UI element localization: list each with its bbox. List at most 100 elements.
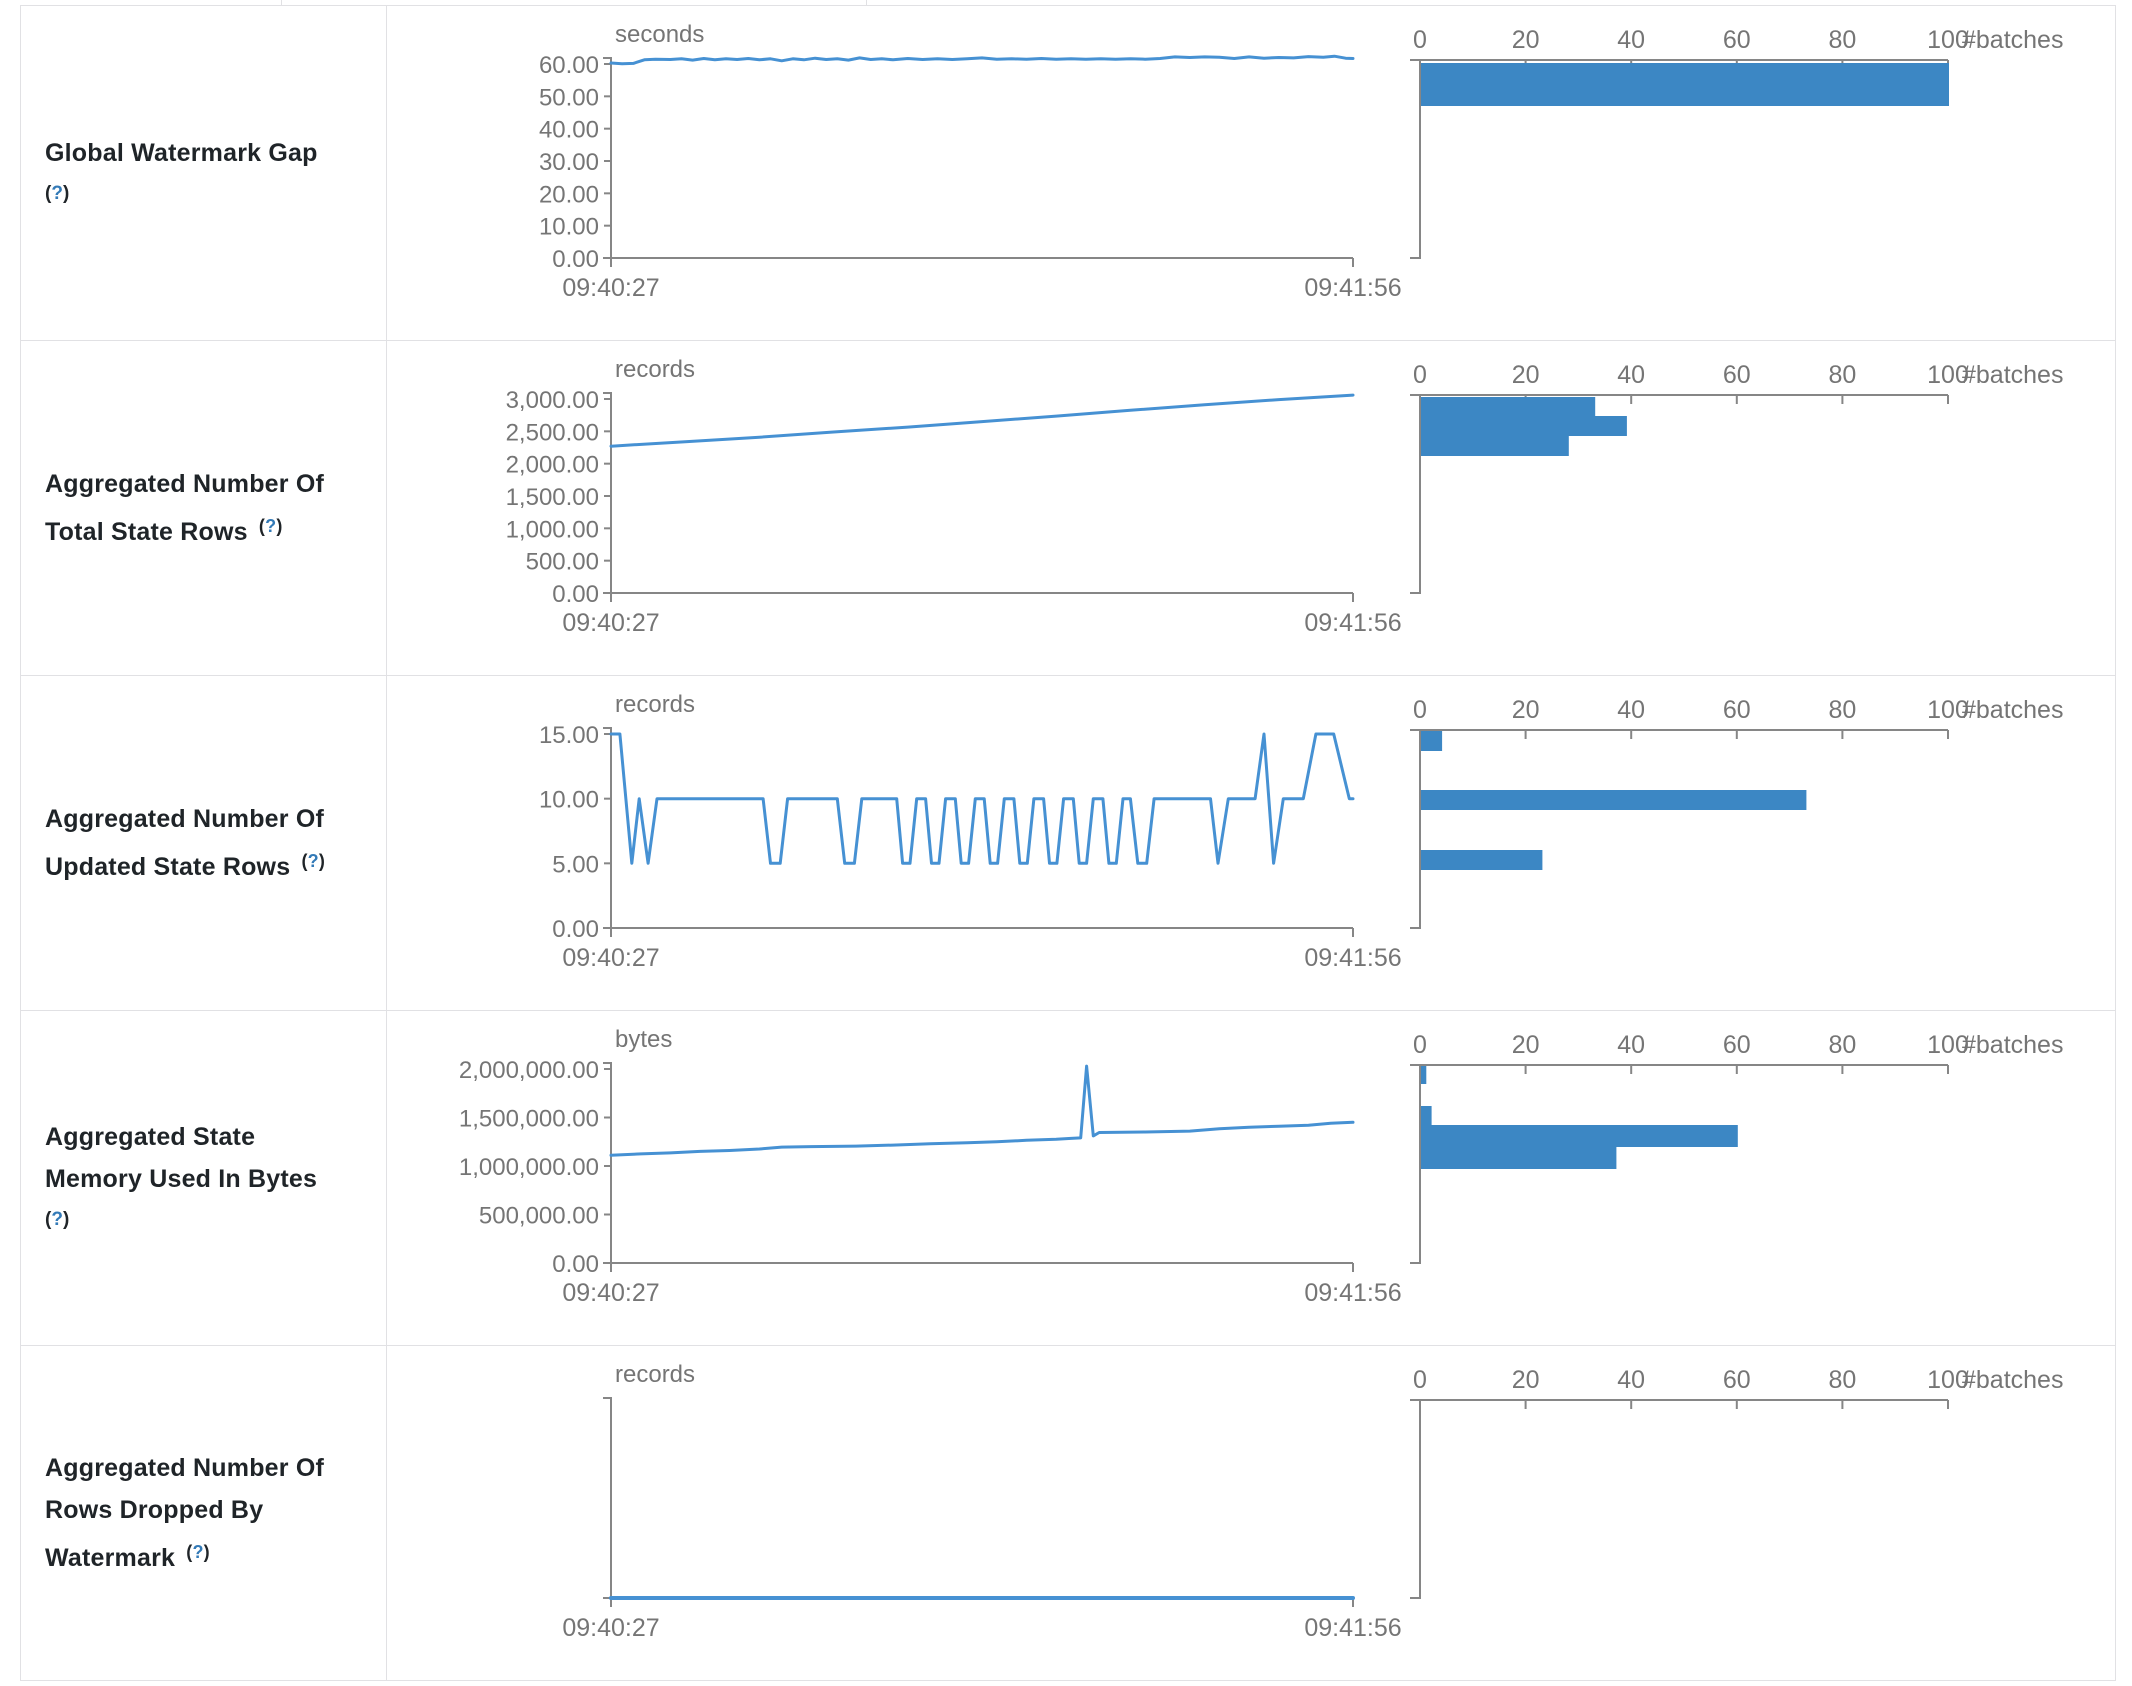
- metric-label-cell: Aggregated Number Of Total State Rows (?): [21, 341, 387, 675]
- help-link[interactable]: (?): [301, 851, 326, 871]
- histogram-chart: 0 20 40 60 80 100#batches: [1410, 1366, 2063, 1599]
- question-mark-icon: ?: [192, 1542, 204, 1562]
- metric-name: Watermark (?): [45, 1542, 210, 1572]
- metric-label-cell: Aggregated Number Of Updated State Rows (…: [21, 676, 387, 1010]
- help-link[interactable]: (?): [45, 183, 70, 204]
- y-axis: [603, 57, 612, 259]
- y-axis: [603, 1397, 612, 1599]
- histogram-tick-label: 20: [1512, 26, 1540, 54]
- y-tick-label: 5.00: [552, 851, 599, 878]
- histogram-bar: [1421, 63, 1949, 106]
- y-tick-label: 60.00: [539, 52, 599, 79]
- x-end-label: 09:41:56: [1304, 944, 1401, 972]
- histogram-bar: [1421, 1125, 1738, 1147]
- histogram-tick-label: 20: [1512, 1031, 1540, 1059]
- histogram-tick-label: 60: [1723, 696, 1751, 724]
- histogram-y-axis: [1410, 730, 1421, 929]
- timeline-series-line: [609, 732, 1355, 865]
- histogram-tick-label: 80: [1828, 696, 1856, 724]
- histogram-y-axis: [1410, 60, 1421, 259]
- y-tick-label: 10.00: [539, 787, 599, 814]
- x-end-label: 09:41:56: [1304, 274, 1401, 302]
- histogram-tick-label: 80: [1828, 1031, 1856, 1059]
- metric-row: Global Watermark Gap (?) seconds 60.00 50.00…: [21, 6, 2115, 341]
- histogram-tick-label: 40: [1617, 696, 1645, 724]
- y-tick-label: 500.00: [526, 549, 599, 576]
- y-tick-label: 0.00: [552, 246, 599, 273]
- metric-chart-svg: records 09:40:27 09:41:56 0 20 40 60 80 100#batc…: [562, 1361, 2063, 1642]
- y-tick-label: 3,000.00: [506, 387, 599, 414]
- timeline-chart: bytes 2,000,000.00 1,500,000.00 1,000,000.0…: [459, 1026, 1402, 1307]
- histogram-bar: [1421, 790, 1807, 810]
- histogram-tick-label: 40: [1617, 1366, 1645, 1394]
- help-link[interactable]: (?): [186, 1542, 210, 1562]
- histogram-tick-label: 0: [1413, 1031, 1427, 1059]
- histogram-tick-label: 60: [1723, 26, 1751, 54]
- histogram-bar: [1421, 850, 1543, 870]
- histogram-y-axis: [1410, 395, 1421, 594]
- timeline-series-line: [609, 393, 1355, 448]
- y-tick-label: 20.00: [539, 181, 599, 208]
- x-start-label: 09:40:27: [562, 1614, 659, 1642]
- metric-name: Memory Used In Bytes: [45, 1165, 318, 1193]
- y-axis: [603, 392, 612, 594]
- batches-axis-label: #batches: [1962, 361, 2063, 389]
- y-tick-label: 2,500.00: [506, 419, 599, 446]
- x-end-label: 09:41:56: [1304, 609, 1401, 637]
- help-link[interactable]: (?): [45, 1209, 70, 1230]
- y-tick-label: 50.00: [539, 84, 599, 111]
- question-mark-icon: ?: [307, 851, 319, 871]
- question-mark-icon: ?: [51, 1209, 63, 1230]
- histogram-tick-label: 0: [1413, 696, 1427, 724]
- metric-chart-svg: bytes 2,000,000.00 1,500,000.00 1,000,000.0…: [459, 1026, 2064, 1307]
- histogram-y-axis: [1410, 1065, 1421, 1264]
- histogram-bar: [1421, 416, 1627, 436]
- histogram-tick-label: 100: [1927, 1031, 1969, 1059]
- histogram-chart: 0 20 40 60 80 100#batches: [1410, 696, 2063, 929]
- metric-name: Aggregated State: [45, 1123, 256, 1151]
- histogram-tick-label: 60: [1723, 1031, 1751, 1059]
- histogram-tick-label: 60: [1723, 361, 1751, 389]
- timeline-series-line: [609, 1064, 1355, 1157]
- y-tick-label: 2,000,000.00: [459, 1057, 599, 1084]
- histogram-tick-label: 20: [1512, 696, 1540, 724]
- batches-axis-label: #batches: [1962, 1031, 2063, 1059]
- histogram-tick-label: 100: [1927, 696, 1969, 724]
- histogram-chart: 0 20 40 60 80 100#batches: [1410, 26, 2063, 259]
- y-tick-label: 0.00: [552, 1251, 599, 1278]
- y-tick-label: 15.00: [539, 722, 599, 749]
- y-tick-label: 10.00: [539, 214, 599, 241]
- top-border-nub: [866, 0, 867, 5]
- x-end-label: 09:41:56: [1304, 1614, 1401, 1642]
- metric-name: Updated State Rows (?): [45, 851, 326, 881]
- y-tick-label: 2,000.00: [506, 452, 599, 479]
- histogram-tick-label: 100: [1927, 361, 1969, 389]
- histogram-tick-label: 40: [1617, 26, 1645, 54]
- timeline-chart: records 3,000.00 2,500.00 2,000.00 1,500.00 1…: [506, 356, 1402, 637]
- top-border-nub: [281, 0, 282, 5]
- y-tick-label: 1,500,000.00: [459, 1106, 599, 1133]
- unit-label: records: [615, 356, 695, 383]
- metric-name: Rows Dropped By: [45, 1496, 264, 1524]
- histogram-chart: 0 20 40 60 80 100#batches: [1410, 361, 2063, 594]
- histogram-bar: [1421, 731, 1443, 751]
- y-tick-label: 1,000.00: [506, 516, 599, 543]
- metric-row: Aggregated State Memory Used In Bytes (?) b…: [21, 1011, 2115, 1346]
- y-tick-label: 500,000.00: [479, 1203, 599, 1230]
- metric-charts-cell: records 09:40:27 09:41:56 0 20 40 60 80 100 #batc…: [387, 1346, 2115, 1680]
- histogram-bar: [1421, 397, 1596, 416]
- histogram-tick-label: 100: [1927, 26, 1969, 54]
- timeline-chart: records 09:40:27 09:41:56: [562, 1361, 1401, 1642]
- histogram-tick-label: 40: [1617, 361, 1645, 389]
- batches-axis-label: #batches: [1962, 26, 2063, 54]
- help-link[interactable]: (?): [258, 516, 283, 536]
- batches-axis-label: #batches: [1962, 696, 2063, 724]
- y-tick-label: 1,500.00: [506, 484, 599, 511]
- histogram-y-axis: [1410, 1400, 1421, 1599]
- x-start-label: 09:40:27: [562, 944, 659, 972]
- histogram-tick-label: 20: [1512, 361, 1540, 389]
- x-start-label: 09:40:27: [562, 1279, 659, 1307]
- timeline-series-line: [609, 54, 1355, 66]
